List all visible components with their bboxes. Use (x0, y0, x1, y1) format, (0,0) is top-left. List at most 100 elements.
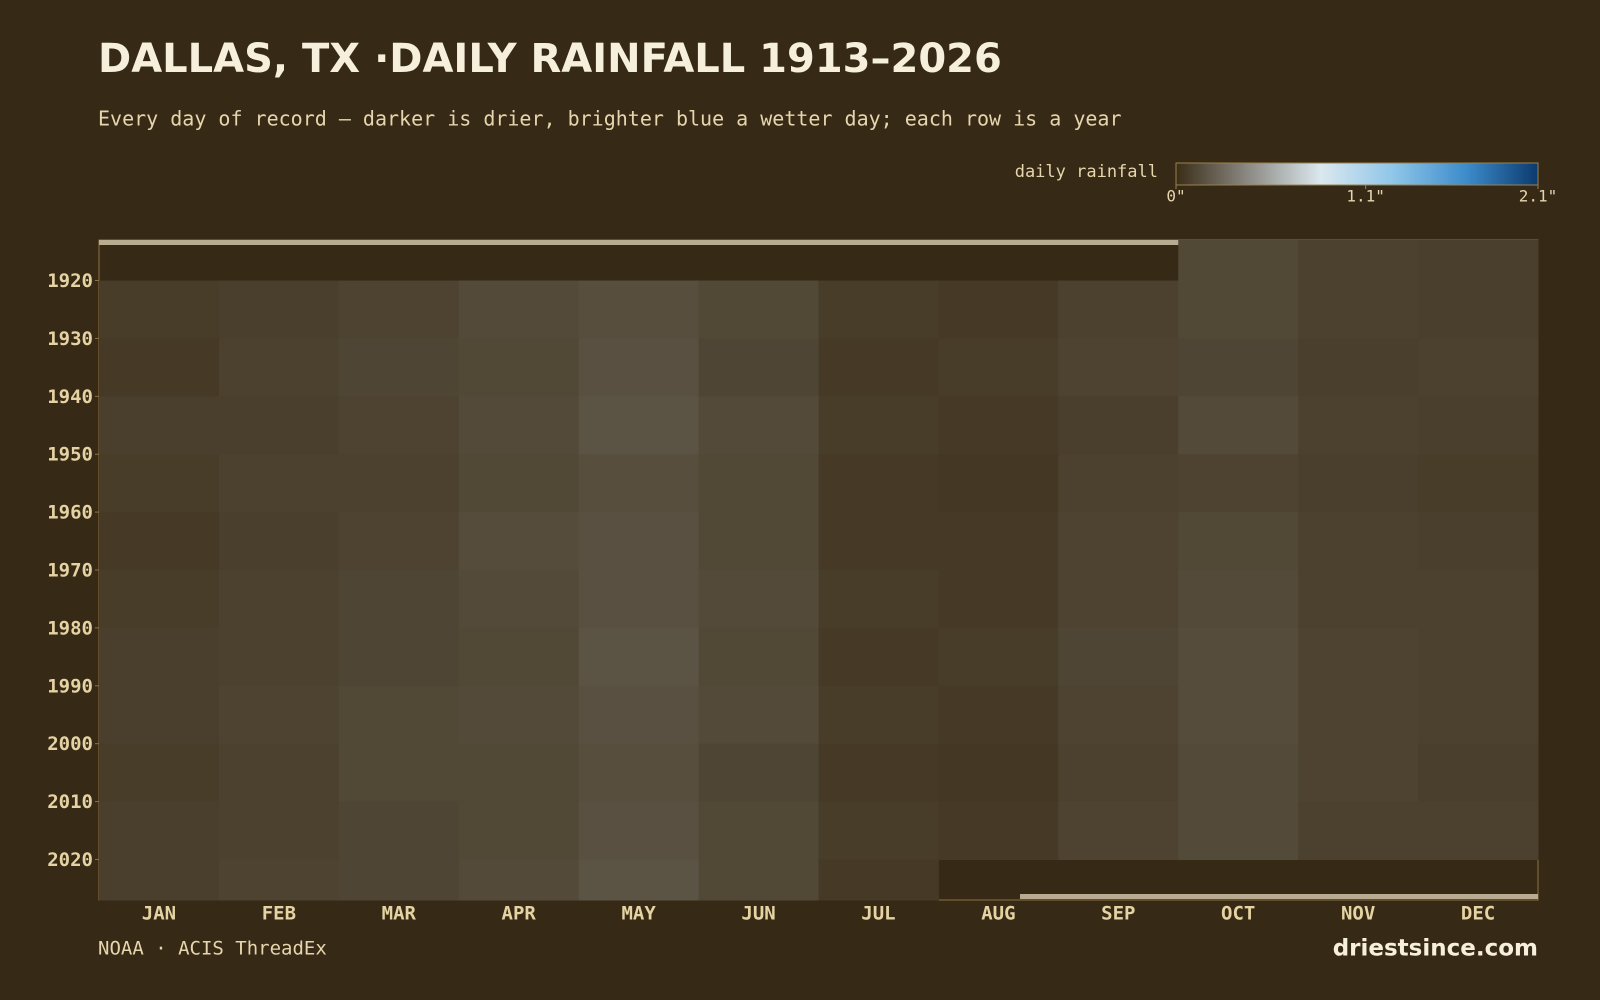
heat-cell (218, 570, 340, 629)
heat-cell (818, 570, 939, 629)
heat-cell (1058, 454, 1179, 513)
heat-cell (218, 801, 340, 860)
heat-cell (938, 512, 1059, 571)
heat-cell (1058, 685, 1179, 745)
heat-cell (1418, 801, 1539, 860)
x-tick-label: OCT (1221, 903, 1255, 925)
heat-cell (458, 570, 580, 629)
heat-cell (1178, 338, 1299, 397)
no-record-strip (1020, 894, 1538, 899)
y-tick-label: 1990 (47, 675, 93, 697)
heat-cell (1178, 280, 1299, 339)
heat-cell (578, 396, 700, 455)
heat-cell (698, 280, 819, 339)
heat-cell (818, 859, 939, 901)
heat-cell (99, 627, 220, 687)
colorbar (1175, 162, 1539, 186)
heat-cell (578, 743, 700, 803)
heat-cell (578, 801, 700, 860)
colorbar-label: daily rainfall (1015, 162, 1158, 182)
x-tick-label: MAR (382, 903, 417, 925)
heat-cell (698, 627, 819, 687)
no-record-strip (99, 240, 1229, 245)
x-tick-label: FEB (262, 903, 296, 925)
heat-cell (1418, 570, 1539, 629)
heat-cell (1058, 570, 1179, 629)
heat-cell (1418, 512, 1539, 571)
heat-cell (458, 685, 580, 745)
heat-cell (938, 280, 1059, 339)
heat-cell (1178, 627, 1299, 687)
heat-cell (458, 512, 580, 571)
x-tick-label: NOV (1341, 903, 1375, 925)
heat-cell (1178, 396, 1299, 455)
heat-cell (698, 570, 819, 629)
heat-cell (218, 280, 340, 339)
heat-cell (458, 743, 580, 803)
heat-cell (938, 338, 1059, 397)
heat-cell (578, 454, 700, 513)
heat-cell (338, 454, 460, 513)
heat-cell (458, 280, 580, 339)
y-tick-label: 1960 (47, 502, 93, 524)
heat-cell (698, 338, 819, 397)
x-tick-label: JAN (142, 903, 176, 925)
heat-cell (338, 570, 460, 629)
chart-title: DALLAS, TX ·DAILY RAINFALL 1913–2026 (98, 36, 1002, 82)
heat-cell (698, 743, 819, 803)
heat-cell (1418, 685, 1539, 745)
x-tick-label: JUN (741, 903, 775, 925)
heat-cell (818, 801, 939, 860)
heat-cell (1418, 396, 1539, 455)
heat-cell (1298, 743, 1419, 803)
y-tick-label: 1970 (47, 560, 93, 582)
heat-cell (1058, 512, 1179, 571)
heat-cell (218, 512, 340, 571)
heat-cell (578, 859, 700, 901)
heat-cell (1058, 801, 1179, 860)
chart-subtitle: Every day of record — darker is drier, b… (98, 107, 1122, 131)
colorbar-tick-label: 0" (1166, 187, 1185, 206)
heat-cell (99, 570, 220, 629)
heat-cell (818, 454, 939, 513)
heat-cell (578, 685, 700, 745)
heat-cell (338, 338, 460, 397)
heat-cell (1298, 570, 1419, 629)
heat-cell (1298, 627, 1419, 687)
heat-cell (1058, 743, 1179, 803)
x-tick-label: MAY (621, 903, 656, 925)
heat-cell (1298, 801, 1419, 860)
heat-cell (938, 627, 1059, 687)
heat-cell (218, 685, 340, 745)
heat-cell (99, 859, 220, 901)
heat-cell (818, 338, 939, 397)
heat-cell (938, 801, 1059, 860)
heat-cell (698, 801, 819, 860)
y-tick-label: 2010 (47, 791, 93, 813)
heat-cell (1298, 396, 1419, 455)
heat-cell (99, 685, 220, 745)
heat-cell (338, 743, 460, 803)
colorbar-tick-label: 1.1" (1346, 187, 1385, 206)
y-tick-label: 1940 (47, 386, 93, 408)
heat-cell (338, 396, 460, 455)
heat-cell (938, 685, 1059, 745)
source: NOAA · ACIS ThreadEx (98, 938, 327, 960)
heat-cell (818, 627, 939, 687)
heat-cell (578, 627, 700, 687)
heat-cell (1178, 801, 1299, 860)
heat-cell (1298, 280, 1419, 339)
heat-cell (698, 685, 819, 745)
heat-cell (458, 627, 580, 687)
heat-cell (698, 454, 819, 513)
heat-cell (458, 454, 580, 513)
heat-cell (1178, 570, 1299, 629)
heat-cell (99, 512, 220, 571)
x-tick-label: AUG (981, 903, 1015, 925)
heat-cell (938, 743, 1059, 803)
heat-cell (1298, 240, 1419, 282)
x-tick-label: SEP (1101, 903, 1135, 925)
heat-cell (1298, 685, 1419, 745)
heat-cell (1178, 685, 1299, 745)
heat-cell (578, 280, 700, 339)
